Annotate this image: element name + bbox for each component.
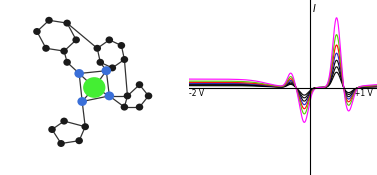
Circle shape	[121, 56, 128, 63]
Text: -2 V: -2 V	[189, 89, 204, 98]
Circle shape	[45, 17, 53, 24]
Circle shape	[145, 92, 152, 99]
Circle shape	[118, 42, 125, 49]
Circle shape	[63, 20, 71, 27]
Circle shape	[60, 118, 68, 125]
Circle shape	[81, 123, 89, 130]
Circle shape	[74, 69, 84, 78]
Circle shape	[77, 97, 87, 106]
Circle shape	[57, 140, 65, 147]
Text: +1 V: +1 V	[354, 89, 373, 98]
Circle shape	[33, 28, 41, 35]
Circle shape	[72, 36, 80, 43]
Circle shape	[63, 59, 71, 66]
Circle shape	[97, 59, 104, 66]
Circle shape	[101, 66, 111, 75]
Circle shape	[83, 77, 106, 98]
Circle shape	[48, 126, 56, 133]
Circle shape	[42, 45, 50, 52]
Circle shape	[106, 36, 113, 43]
Circle shape	[75, 137, 83, 144]
Text: I: I	[313, 4, 315, 13]
Circle shape	[104, 92, 114, 100]
Circle shape	[124, 92, 131, 99]
Circle shape	[109, 64, 116, 71]
Circle shape	[136, 81, 143, 88]
Circle shape	[121, 104, 128, 111]
Circle shape	[136, 104, 143, 111]
Circle shape	[60, 48, 68, 55]
Circle shape	[93, 45, 101, 52]
